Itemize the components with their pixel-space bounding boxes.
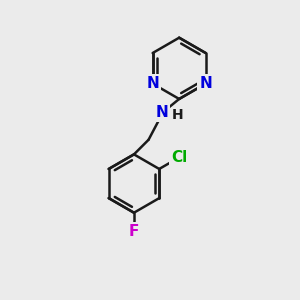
Text: Cl: Cl [171,150,187,165]
Text: F: F [129,224,139,239]
Text: N: N [146,76,159,91]
Text: N: N [156,105,168,120]
Text: N: N [199,76,212,91]
Text: H: H [172,108,184,122]
